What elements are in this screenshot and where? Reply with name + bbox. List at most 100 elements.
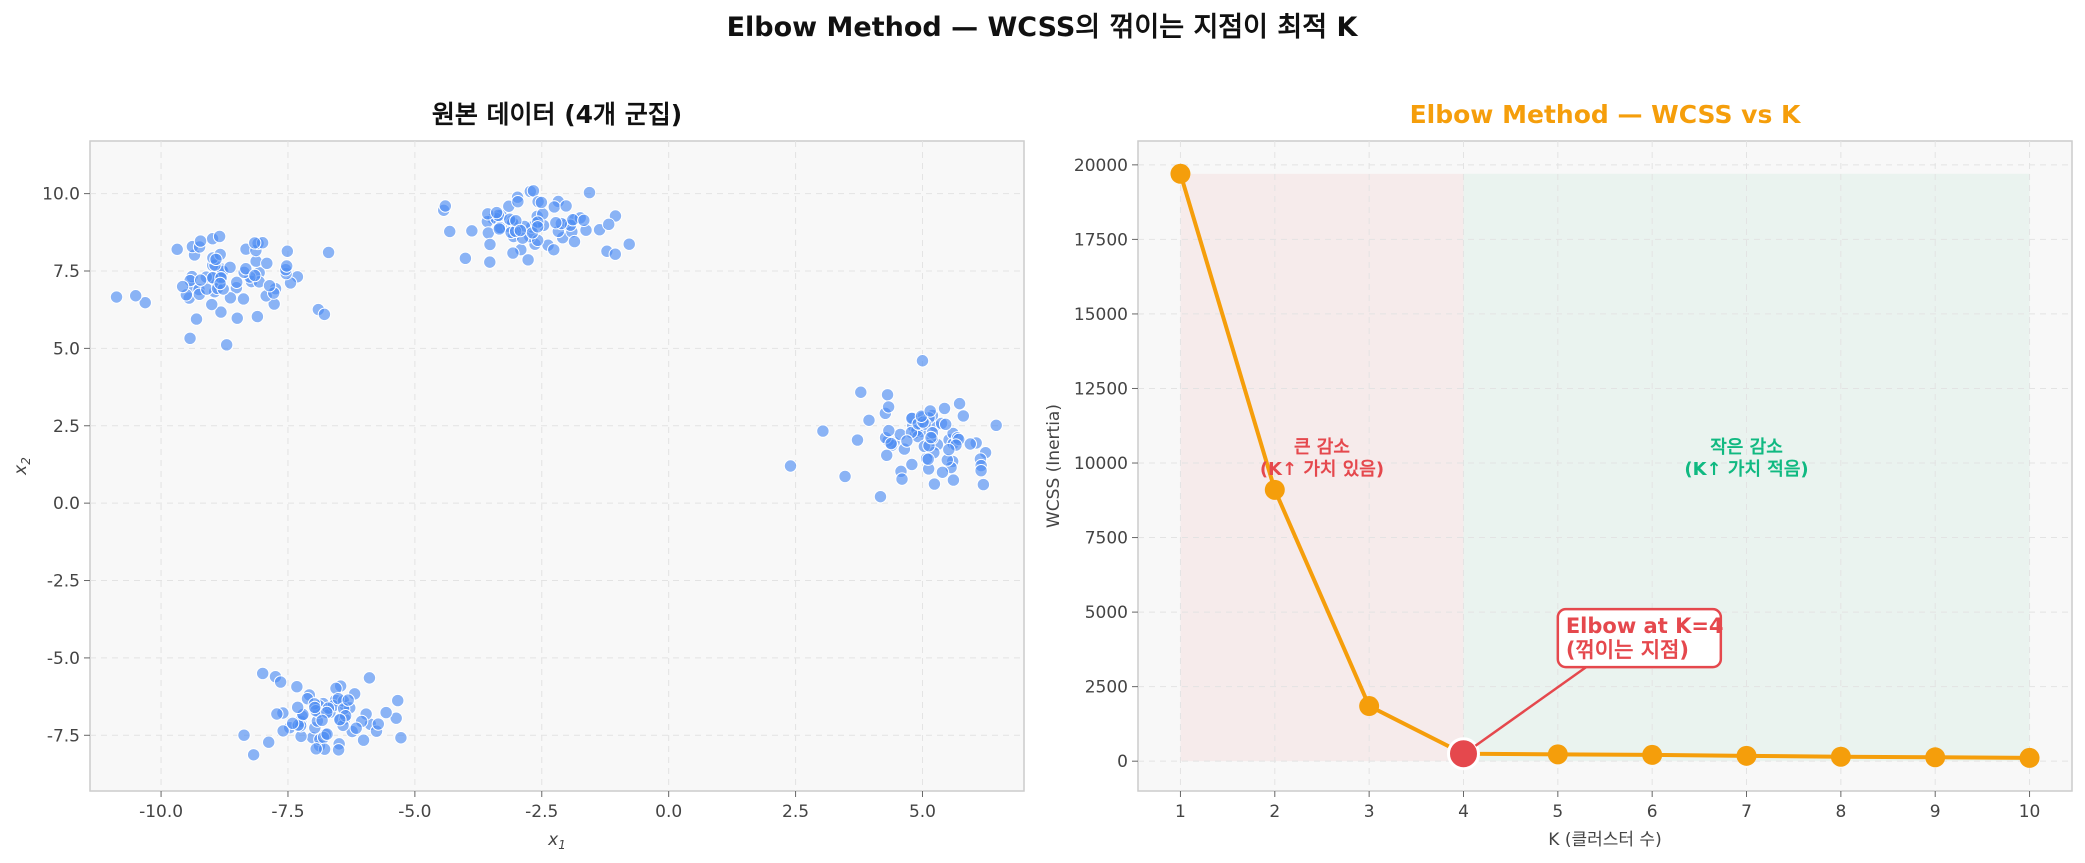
wcss-point — [1925, 747, 1946, 768]
scatter-point — [223, 291, 238, 305]
elbow-annotation-text: Elbow at K=4 — [1566, 614, 1724, 638]
scatter-point — [924, 430, 938, 445]
scatter-point — [248, 268, 262, 283]
scatter-x-tick-label: 0.0 — [655, 802, 682, 822]
region-annotation-text: (K↑ 가치 있음) — [1260, 459, 1384, 480]
scatter-points — [109, 184, 1003, 762]
scatter-point — [205, 297, 219, 312]
large-decrease-region — [1180, 173, 1464, 762]
scatter-point — [371, 717, 386, 731]
elbow-y-tick-label: 10000 — [1074, 454, 1128, 474]
elbow-x-tick-label: 1 — [1175, 802, 1186, 822]
elbow-ticks: 1 2 3 4 5 6 7 8 9 10 0 2500 5000 7500 10000 12500 15000 1… — [1074, 156, 2040, 822]
scatter-point — [285, 716, 300, 731]
scatter-gridlines — [90, 141, 1024, 791]
elbow-y-tick-label: 12500 — [1074, 379, 1128, 399]
wcss-point — [1736, 745, 1757, 766]
scatter-point — [315, 713, 329, 728]
scatter-point — [276, 724, 290, 738]
scatter-point — [884, 436, 898, 451]
scatter-point — [262, 735, 276, 749]
scatter-point — [189, 312, 204, 326]
scatter-point — [935, 465, 950, 479]
scatter-point — [193, 273, 208, 287]
wcss-point — [2019, 747, 2040, 768]
scatter-point — [308, 700, 322, 715]
elbow-y-tick-label: 15000 — [1074, 305, 1128, 325]
scatter-y-tick-label: -7.5 — [47, 726, 80, 746]
scatter-point — [379, 705, 393, 720]
scatter-point — [236, 292, 251, 306]
scatter-point — [577, 213, 591, 228]
scatter-point — [389, 711, 403, 725]
scatter-point — [209, 252, 223, 267]
scatter-point — [219, 338, 234, 352]
elbow-x-tick-label: 4 — [1458, 802, 1469, 822]
scatter-point — [521, 253, 535, 267]
scatter-point — [862, 413, 876, 427]
scatter-point — [394, 731, 408, 745]
scatter-y-tick-label: 2.5 — [53, 417, 80, 437]
scatter-x-tick-label: 2.5 — [782, 802, 809, 822]
scatter-point — [193, 234, 208, 248]
elbow-y-tick-label: 20000 — [1074, 156, 1128, 176]
scatter-point — [530, 220, 545, 234]
scatter-ticks: -10.0 -7.5 -5.0 -2.5 0.0 2.5 5.0 -7.5 -5.0 -2.5 0.… — [42, 185, 936, 822]
scatter-point — [492, 222, 507, 236]
scatter-point — [458, 251, 473, 266]
scatter-point — [309, 742, 323, 756]
scatter-title: 원본 데이터 (4개 군집) — [432, 100, 682, 129]
scatter-point — [952, 396, 967, 411]
scatter-point — [549, 216, 563, 230]
elbow-panel: 1 2 3 4 5 6 7 8 9 10 0 2500 5000 7500 10000 12500 15000 1… — [1044, 100, 2073, 850]
wcss-series — [1170, 163, 2040, 771]
scatter-point — [882, 423, 896, 438]
elbow-y-tick-label: 5000 — [1085, 603, 1128, 623]
scatter-point — [170, 242, 184, 257]
scatter-point — [280, 244, 295, 258]
scatter-point — [317, 307, 332, 322]
scatter-point — [109, 290, 124, 304]
scatter-point — [183, 331, 197, 345]
scatter-point — [783, 459, 798, 473]
scatter-point — [333, 712, 347, 727]
elbow-annotation-box — [1556, 607, 1723, 669]
scatter-point — [838, 469, 852, 484]
scatter-point — [138, 295, 152, 310]
scatter-point — [212, 229, 227, 244]
elbow-y-tick-label: 7500 — [1085, 529, 1128, 549]
elbow-title: Elbow Method — WCSS vs K — [1410, 100, 1802, 129]
scatter-point — [942, 442, 956, 457]
scatter-point — [816, 424, 830, 438]
scatter-point — [213, 276, 227, 291]
scatter-point — [483, 237, 497, 252]
scatter-point — [438, 199, 453, 213]
wcss-point — [1547, 744, 1568, 765]
scatter-point — [230, 275, 244, 289]
wcss-line — [1178, 173, 2030, 760]
scatter-point — [247, 236, 262, 250]
scatter-x-tick-label: -2.5 — [525, 802, 558, 822]
scatter-point — [567, 234, 582, 249]
elbow-x-tick-label: 3 — [1364, 802, 1375, 822]
scatter-point — [262, 278, 277, 293]
elbow-y-tick-label: 0 — [1117, 752, 1128, 772]
scatter-point — [239, 262, 253, 276]
wcss-point — [1642, 744, 1663, 765]
scatter-point — [270, 707, 284, 721]
scatter-point — [391, 693, 405, 708]
scatter-point — [582, 185, 597, 200]
scatter-point — [290, 680, 304, 694]
scatter-point — [279, 259, 294, 273]
elbow-arrow — [1474, 666, 1587, 747]
scatter-y-tick-label: 5.0 — [53, 339, 80, 359]
scatter-point — [465, 224, 479, 238]
scatter-point — [946, 473, 961, 487]
scatter-xlabel: x1 — [547, 830, 566, 852]
elbow-plot-area — [1137, 140, 2073, 792]
scatter-y-tick-label: -2.5 — [47, 572, 80, 592]
scatter-panel: -10.0 -7.5 -5.0 -2.5 0.0 2.5 5.0 -7.5 -5.0 -2.5 0.… — [11, 100, 1025, 852]
scatter-point — [956, 409, 971, 423]
scatter-point — [608, 247, 622, 261]
